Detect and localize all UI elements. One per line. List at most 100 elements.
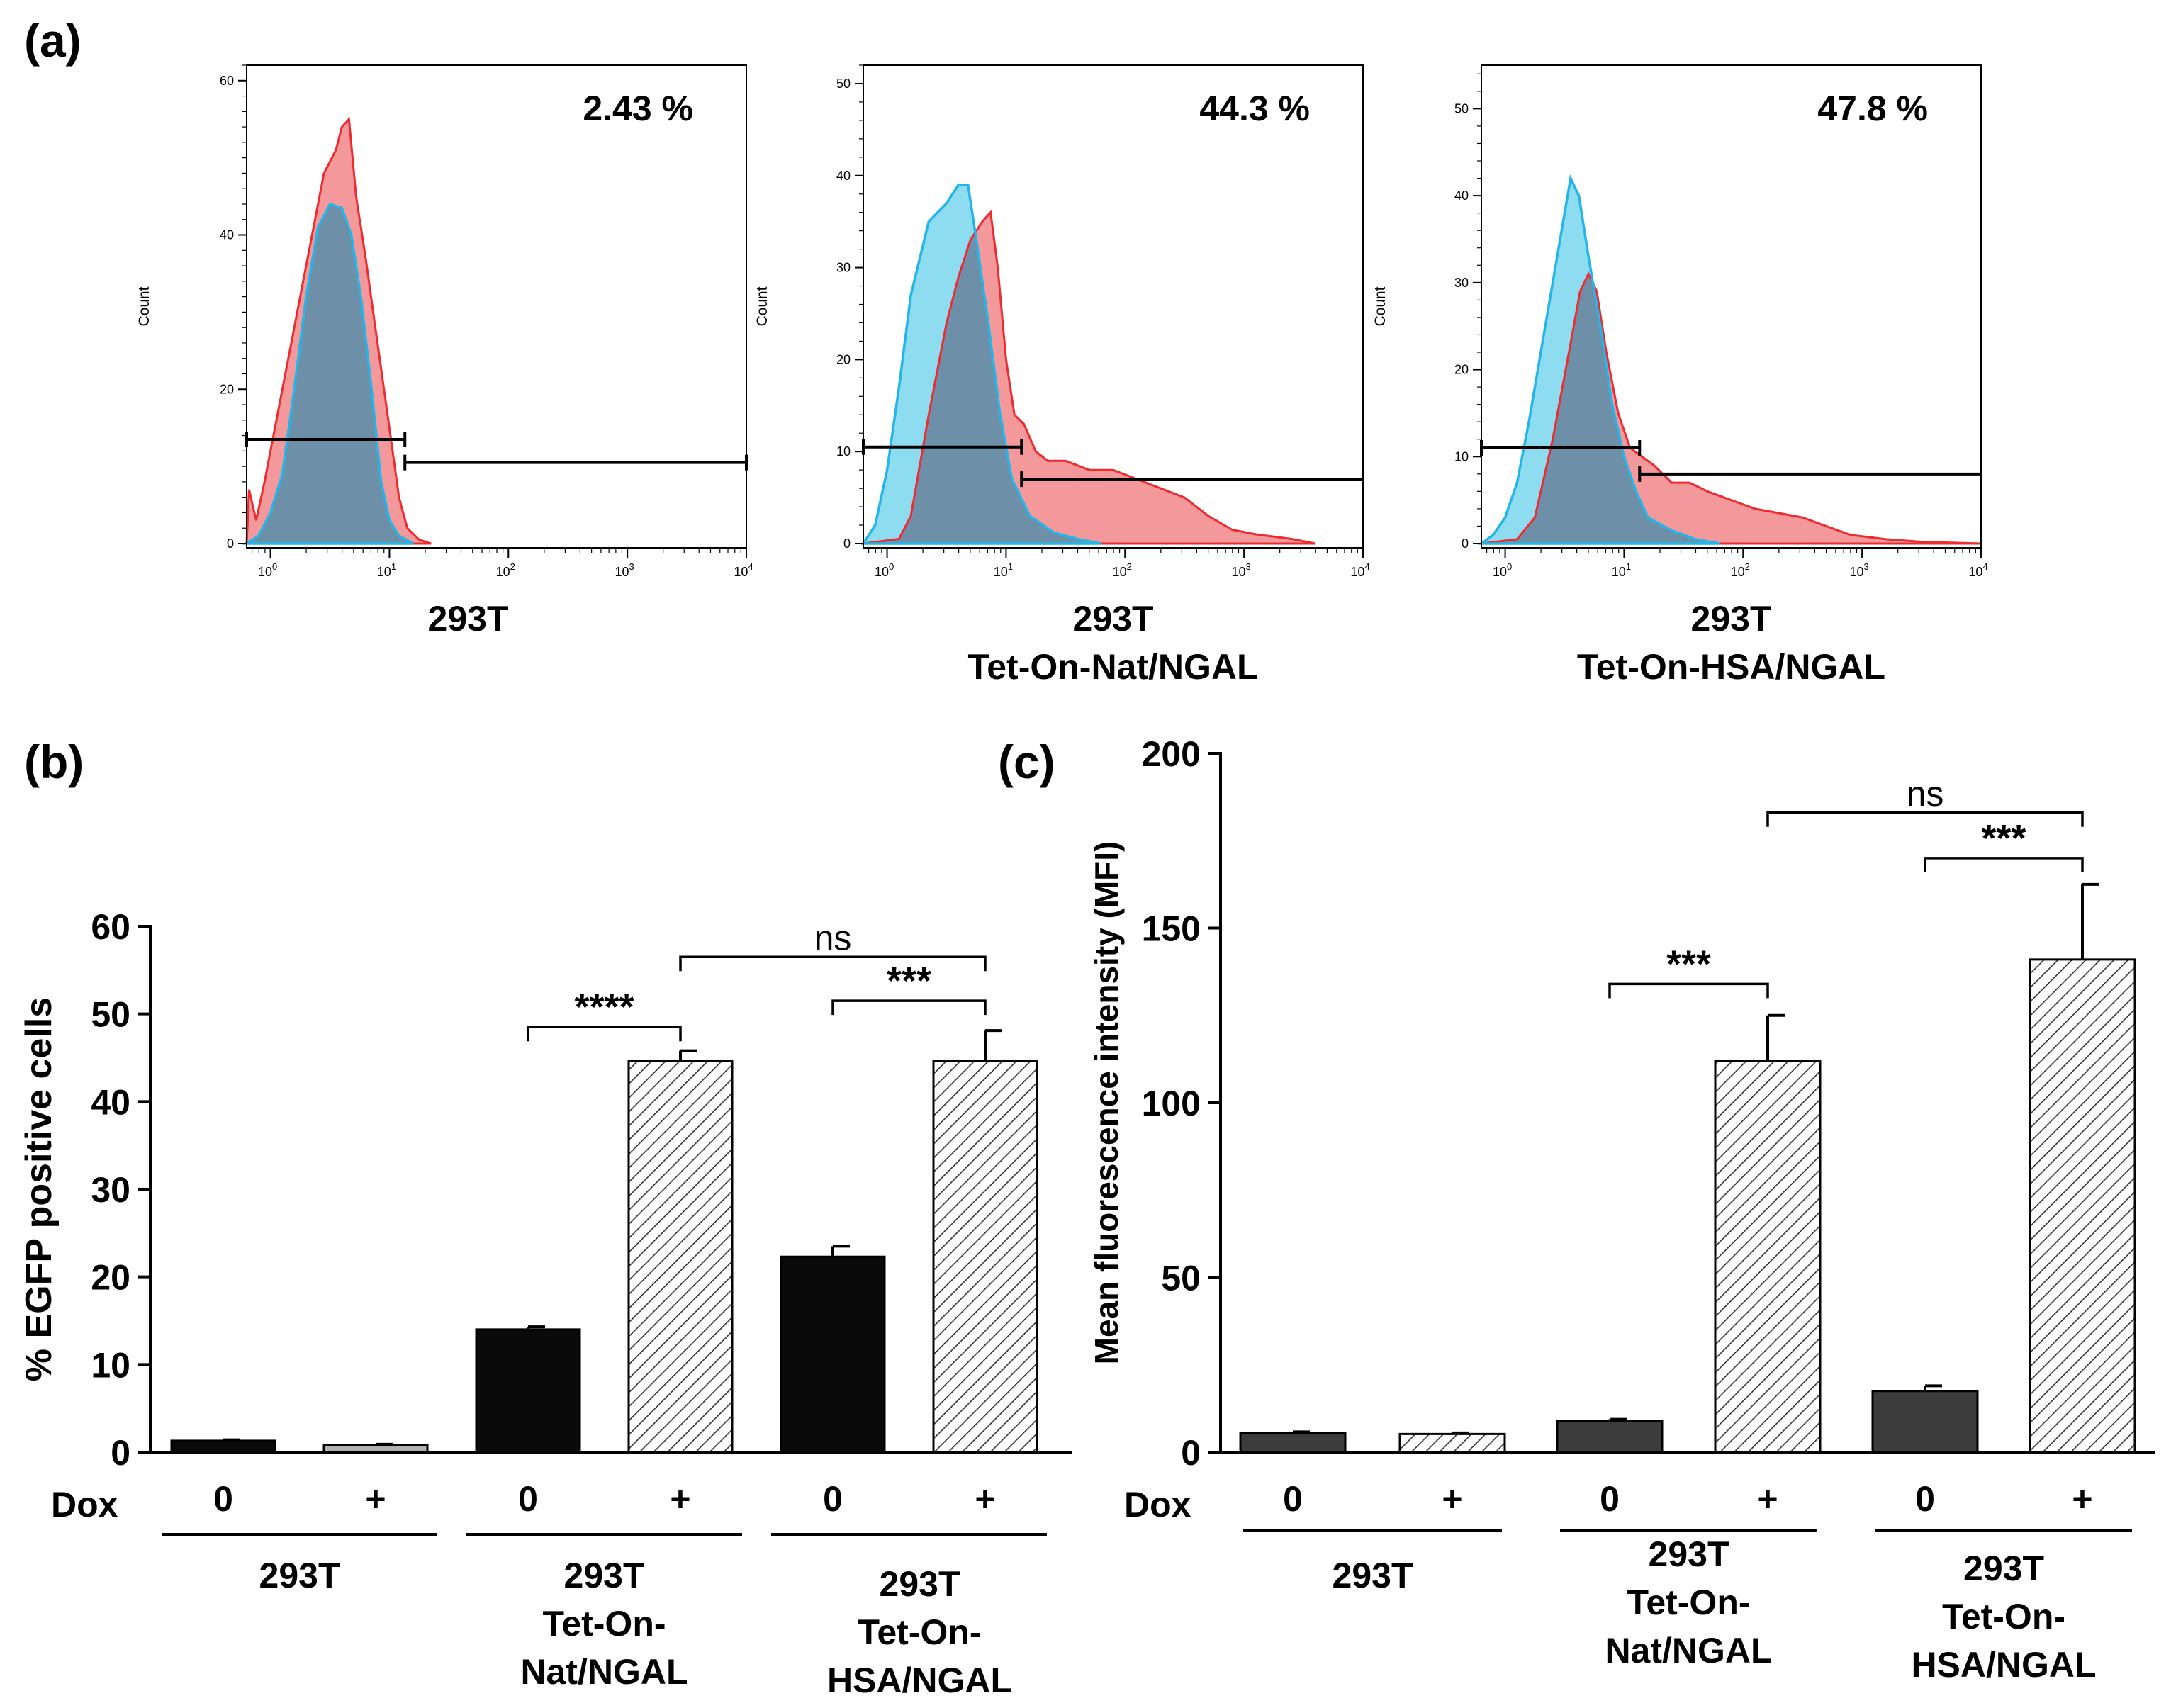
significance-bracket [679, 955, 987, 972]
group-label-line: 293T [1333, 1556, 1413, 1595]
significance-bracket [1766, 811, 2084, 827]
x-tick-label: 101 [994, 561, 1013, 579]
histogram-title-line: 293T [1691, 599, 1772, 639]
group-label-line: 293T [880, 1564, 960, 1604]
overlap-fill [247, 204, 413, 544]
dox-label: Dox [51, 1485, 118, 1524]
significance-bracket [1924, 857, 2084, 872]
y-tick-label: 40 [1454, 189, 1469, 203]
category-label: 0 [518, 1479, 538, 1519]
group-label-line: 293T [1963, 1549, 2044, 1588]
histogram-title-line: 293T [1073, 599, 1154, 639]
bar [932, 1060, 1038, 1454]
significance-label: *** [1981, 817, 2026, 860]
bar [170, 1439, 276, 1454]
x-tick-label: 102 [1113, 561, 1132, 579]
significance-bracket [527, 1026, 682, 1042]
bar [780, 1255, 886, 1454]
x-tick-label: 104 [1968, 561, 1987, 579]
bar [1556, 1420, 1664, 1454]
y-tick-label: 30 [836, 261, 851, 275]
blue-histogram-line [1477, 174, 1720, 545]
y-tick-label: 0 [843, 536, 851, 551]
category-label: + [365, 1479, 386, 1519]
significance-bracket [1608, 982, 1769, 999]
y-tick-label: 10 [836, 444, 851, 459]
histogram-panel-2: 0 10 20 30 40 50 Count 100 101 102 103 104 44.3 % 293… [754, 64, 1370, 687]
y-tick-label: 40 [91, 1082, 130, 1122]
y-tick-label: 150 [1142, 909, 1201, 949]
histogram-panel-1: 0 20 40 60 Count 100 101 102 103 104 2.43 % 293T [136, 64, 753, 639]
histogram-title-line: Tet-On-HSA/NGAL [1577, 647, 1885, 687]
histogram-title-line: 293T [428, 599, 509, 639]
y-tick-label: 40 [836, 169, 851, 183]
group-label-line: HSA/NGAL [1911, 1645, 2096, 1685]
panel-b-letter: (b) [24, 736, 84, 788]
x-tick-label: 100 [1493, 561, 1512, 579]
x-tick-label: 103 [1850, 561, 1869, 579]
y-tick-label: 50 [836, 77, 851, 91]
x-tick-label: 100 [875, 561, 894, 579]
y-axis-label: Count [136, 286, 152, 326]
x-tick-label: 104 [734, 561, 753, 579]
y-tick-label: 10 [91, 1345, 130, 1385]
y-tick-label: 0 [111, 1433, 130, 1473]
y-axis-label: Count [1372, 286, 1389, 326]
group-label-line: Tet-On- [1942, 1597, 2065, 1636]
group-label-line: 293T [564, 1556, 645, 1595]
bar [627, 1060, 734, 1454]
bar [1714, 1060, 1822, 1454]
category-label: + [1757, 1479, 1778, 1519]
category-label: + [1442, 1479, 1462, 1519]
group-label-line: Nat/NGAL [1605, 1631, 1772, 1670]
bar [475, 1328, 581, 1454]
y-tick-label: 60 [91, 907, 130, 947]
x-tick-label: 100 [258, 561, 277, 579]
category-label: 0 [1283, 1479, 1303, 1519]
x-tick-label: 102 [1731, 561, 1750, 579]
significance-label: *** [1666, 943, 1711, 985]
y-tick-label: 200 [1142, 734, 1201, 774]
category-label: + [2072, 1479, 2092, 1519]
histogram-title-line: Tet-On-Nat/NGAL [967, 647, 1258, 687]
significance-bracket [831, 999, 987, 1016]
group-label-line: Nat/NGAL [520, 1652, 688, 1692]
y-tick-label: 0 [227, 536, 234, 551]
category-label: 0 [823, 1479, 843, 1519]
category-label: 0 [1915, 1479, 1935, 1519]
category-label: + [975, 1479, 995, 1519]
bar-chart-c: 0 50 100 150 200 Mean fluorescence intensity … [1088, 734, 2155, 1685]
bar [1871, 1390, 1979, 1454]
panel-a-letter: (a) [24, 14, 82, 67]
category-label: + [670, 1479, 690, 1519]
x-tick-label: 102 [496, 561, 515, 579]
y-tick-label: 20 [220, 382, 234, 396]
y-tick-label: 40 [220, 228, 234, 242]
y-tick-label: 0 [1181, 1433, 1201, 1473]
group-label-line: 293T [259, 1556, 340, 1595]
gated-percent-label: 44.3 % [1199, 89, 1310, 128]
y-tick-label: 50 [1454, 101, 1469, 116]
category-label: 0 [213, 1479, 233, 1519]
red-histogram-line [245, 116, 432, 545]
blue-histogram-line [860, 184, 1102, 545]
category-label: 0 [1600, 1479, 1620, 1519]
y-tick-label: 20 [836, 352, 851, 366]
group-label-line: Tet-On- [858, 1612, 981, 1652]
y-tick-label: 30 [1454, 276, 1469, 290]
histogram-panel-3: 0 10 20 30 40 50 Count 100 101 102 103 104 47.8 % 293… [1372, 64, 1988, 687]
x-tick-label: 103 [615, 561, 634, 579]
y-tick-label: 30 [91, 1170, 130, 1210]
significance-label: *** [887, 960, 931, 1002]
gated-percent-label: 47.8 % [1817, 89, 1928, 128]
significance-label: **** [574, 986, 634, 1028]
y-axis-label: Mean fluorescence intensity (MFI) [1088, 841, 1125, 1365]
blue-histogram-line [242, 202, 414, 545]
y-tick-label: 60 [220, 74, 234, 88]
y-tick-label: 50 [91, 995, 130, 1035]
group-label-line: HSA/NGAL [827, 1661, 1012, 1700]
y-tick-label: 50 [1161, 1259, 1201, 1298]
y-tick-label: 0 [1462, 536, 1469, 551]
y-tick-label: 100 [1142, 1084, 1201, 1123]
